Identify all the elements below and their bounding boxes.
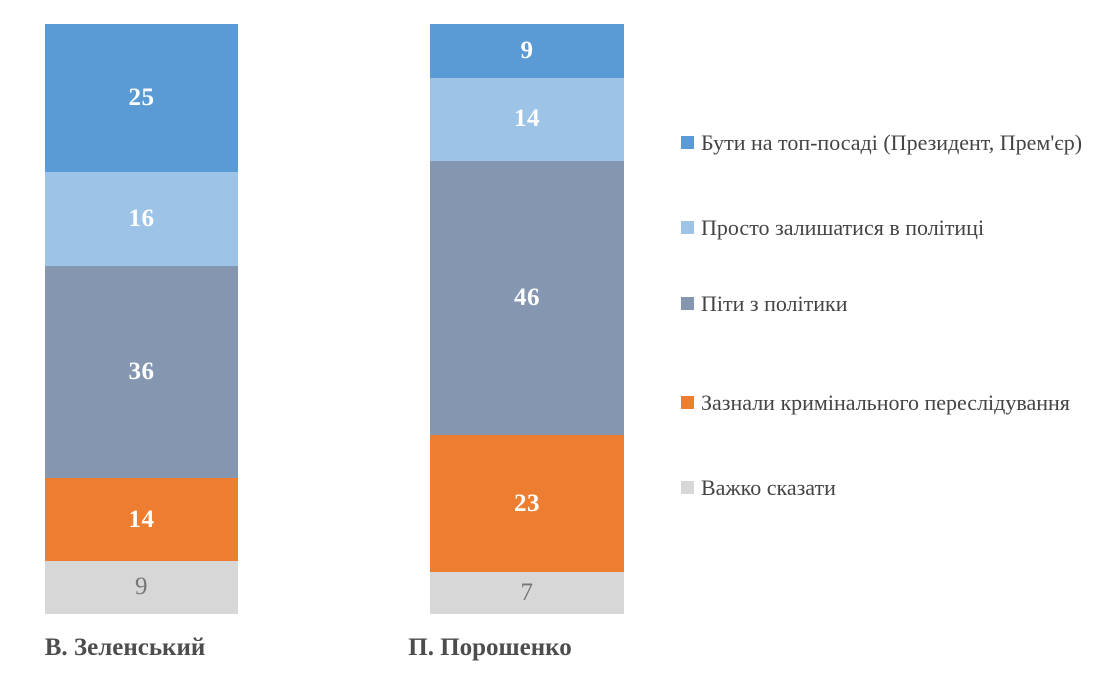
legend-swatch-icon — [681, 221, 694, 234]
segment-value-label: 14 — [128, 505, 155, 533]
segment-value-label: 16 — [128, 204, 155, 232]
category-label-poroshenko: П. Порошенко — [408, 634, 572, 661]
segment-value-label: 23 — [514, 489, 540, 517]
category-label-zelensky: В. Зеленський — [44, 634, 206, 661]
bar-segment: 14 — [430, 77, 624, 162]
bar-segment: 36 — [45, 265, 238, 479]
bar-segment: 16 — [45, 171, 238, 266]
segment-value-label: 46 — [514, 284, 540, 312]
segment-value-label: 14 — [514, 105, 540, 133]
segment-value-label: 25 — [128, 83, 155, 111]
bar-column-zelensky: 25 16 36 14 9 — [45, 24, 238, 614]
bar-segment: 46 — [430, 161, 624, 436]
bar-segment: 14 — [45, 478, 238, 561]
bar-segment: 23 — [430, 435, 624, 573]
legend-item: Бути на топ-посаді (Президент, Прем'єр) — [681, 126, 1101, 160]
bar-segment: 9 — [430, 24, 624, 78]
legend-item: Важко сказати — [681, 471, 1101, 505]
legend-item: Просто залишатися в політиці — [681, 211, 1101, 245]
legend-swatch-icon — [681, 481, 694, 494]
legend-item: Зазнали кримінального переслідування — [681, 386, 1101, 420]
legend-label: Піти з політики — [701, 291, 848, 316]
segment-value-label: 7 — [520, 579, 534, 607]
legend-label: Важко сказати — [701, 475, 836, 500]
legend-swatch-icon — [681, 136, 694, 149]
segment-value-label: 9 — [135, 573, 148, 601]
bar-segment: 7 — [430, 572, 624, 614]
legend-label: Зазнали кримінального переслідування — [701, 390, 1070, 415]
segment-value-label: 9 — [520, 36, 534, 64]
legend-swatch-icon — [681, 297, 694, 310]
legend-swatch-icon — [681, 396, 694, 409]
legend-item: Піти з політики — [681, 287, 1101, 321]
legend-label: Бути на топ-посаді (Президент, Прем'єр) — [701, 130, 1083, 155]
bar-column-poroshenko: 9 14 46 23 7 — [430, 24, 624, 614]
legend-label: Просто залишатися в політиці — [701, 215, 985, 240]
legend: Бути на топ-посаді (Президент, Прем'єр) П… — [681, 0, 1109, 689]
bar-segment: 25 — [45, 24, 238, 172]
bar-segment: 9 — [45, 560, 238, 614]
segment-value-label: 36 — [128, 358, 155, 386]
